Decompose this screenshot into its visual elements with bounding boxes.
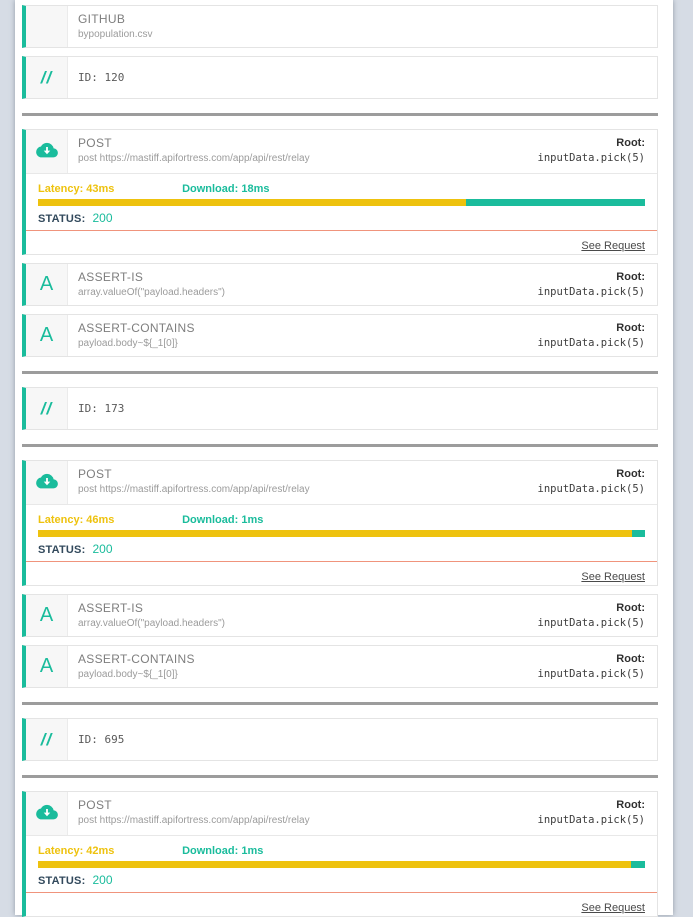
assert-icon: A: [39, 324, 54, 346]
comment-card: // ID: 120: [22, 56, 658, 99]
root-label: Root:: [616, 137, 645, 149]
source-card: GITHUB bypopulation.csv: [22, 5, 658, 48]
latency-label: Latency: 46ms: [38, 514, 115, 526]
root-label: Root:: [616, 799, 645, 811]
root-label: Root:: [616, 322, 645, 334]
card-subtitle: payload.body~${_1[0]}: [78, 669, 178, 680]
metrics-section: Latency: 46ms Download: 1ms STATUS: 200: [26, 505, 657, 561]
source-icon-placeholder: [26, 6, 68, 47]
post-card: POST post https://mastiff.apifortress.co…: [22, 129, 658, 255]
see-request-link[interactable]: See Request: [581, 240, 645, 252]
comment-icon: //: [40, 398, 53, 418]
metrics-section: Latency: 43ms Download: 18ms STATUS: 200: [26, 174, 657, 230]
card-title: ASSERT-IS: [78, 270, 144, 284]
card-subtitle: payload.body~${_1[0]}: [78, 338, 178, 349]
assert-is-card: A ASSERT-IS array.valueOf("payload.heade…: [22, 594, 658, 637]
results-panel: GITHUB bypopulation.csv // ID: 120 POST …: [15, 0, 673, 917]
comment-icon: //: [40, 67, 53, 87]
card-subtitle: post https://mastiff.apifortress.com/app…: [78, 153, 310, 164]
cloud-download-icon: [26, 130, 68, 173]
card-title: POST: [78, 798, 112, 812]
assert-contains-card: A ASSERT-CONTAINS payload.body~${_1[0]} …: [22, 645, 658, 688]
iteration-id: ID: 120: [78, 71, 125, 84]
root-label: Root:: [616, 468, 645, 480]
source-subtitle: bypopulation.csv: [78, 29, 153, 40]
cloud-download-icon: [26, 461, 68, 504]
latency-bar: [38, 861, 632, 868]
root-value: inputData.pick(5): [537, 337, 645, 349]
download-bar-track: [38, 199, 645, 206]
download-label: Download: 1ms: [182, 514, 264, 526]
assert-icon: A: [39, 273, 54, 295]
latency-bar: [38, 530, 633, 537]
root-label: Root:: [616, 271, 645, 283]
source-title: GITHUB: [78, 12, 126, 26]
card-title: ASSERT-CONTAINS: [78, 321, 195, 335]
download-bar-track: [38, 861, 645, 868]
see-request-link[interactable]: See Request: [581, 571, 645, 583]
assert-icon: A: [39, 604, 54, 626]
root-value: inputData.pick(5): [537, 617, 645, 629]
group-divider: [22, 775, 658, 778]
post-card: POST post https://mastiff.apifortress.co…: [22, 791, 658, 917]
card-subtitle: post https://mastiff.apifortress.com/app…: [78, 815, 310, 826]
root-value: inputData.pick(5): [537, 668, 645, 680]
root-value: inputData.pick(5): [537, 286, 645, 298]
status-label: STATUS:: [38, 544, 86, 556]
latency-label: Latency: 43ms: [38, 183, 115, 195]
cloud-download-icon: [26, 792, 68, 835]
card-title: POST: [78, 467, 112, 481]
comment-card: // ID: 173: [22, 387, 658, 430]
see-request-link[interactable]: See Request: [581, 902, 645, 914]
card-title: POST: [78, 136, 112, 150]
root-value: inputData.pick(5): [537, 483, 645, 495]
card-subtitle: post https://mastiff.apifortress.com/app…: [78, 484, 310, 495]
group-divider: [22, 113, 658, 116]
assert-is-card: A ASSERT-IS array.valueOf("payload.heade…: [22, 263, 658, 306]
assert-icon: A: [39, 655, 54, 677]
assert-contains-card: A ASSERT-CONTAINS payload.body~${_1[0]} …: [22, 314, 658, 357]
card-title: ASSERT-CONTAINS: [78, 652, 195, 666]
group-divider: [22, 444, 658, 447]
card-subtitle: array.valueOf("payload.headers"): [78, 287, 225, 298]
download-bar-track: [38, 530, 645, 537]
comment-card: // ID: 695: [22, 718, 658, 761]
iteration-id: ID: 695: [78, 733, 125, 746]
post-card: POST post https://mastiff.apifortress.co…: [22, 460, 658, 586]
comment-icon: //: [40, 729, 53, 749]
group-divider: [22, 702, 658, 705]
metrics-section: Latency: 42ms Download: 1ms STATUS: 200: [26, 836, 657, 892]
status-label: STATUS:: [38, 213, 86, 225]
download-label: Download: 18ms: [182, 183, 270, 195]
status-value: 200: [92, 873, 113, 887]
latency-bar: [38, 199, 466, 206]
status-value: 200: [92, 542, 113, 556]
card-title: ASSERT-IS: [78, 601, 144, 615]
download-label: Download: 1ms: [182, 845, 264, 857]
root-label: Root:: [616, 602, 645, 614]
iteration-id: ID: 173: [78, 402, 125, 415]
group-divider: [22, 371, 658, 374]
latency-label: Latency: 42ms: [38, 845, 115, 857]
root-label: Root:: [616, 653, 645, 665]
root-value: inputData.pick(5): [537, 814, 645, 826]
status-label: STATUS:: [38, 875, 86, 887]
root-value: inputData.pick(5): [537, 152, 645, 164]
status-value: 200: [92, 211, 113, 225]
card-subtitle: array.valueOf("payload.headers"): [78, 618, 225, 629]
